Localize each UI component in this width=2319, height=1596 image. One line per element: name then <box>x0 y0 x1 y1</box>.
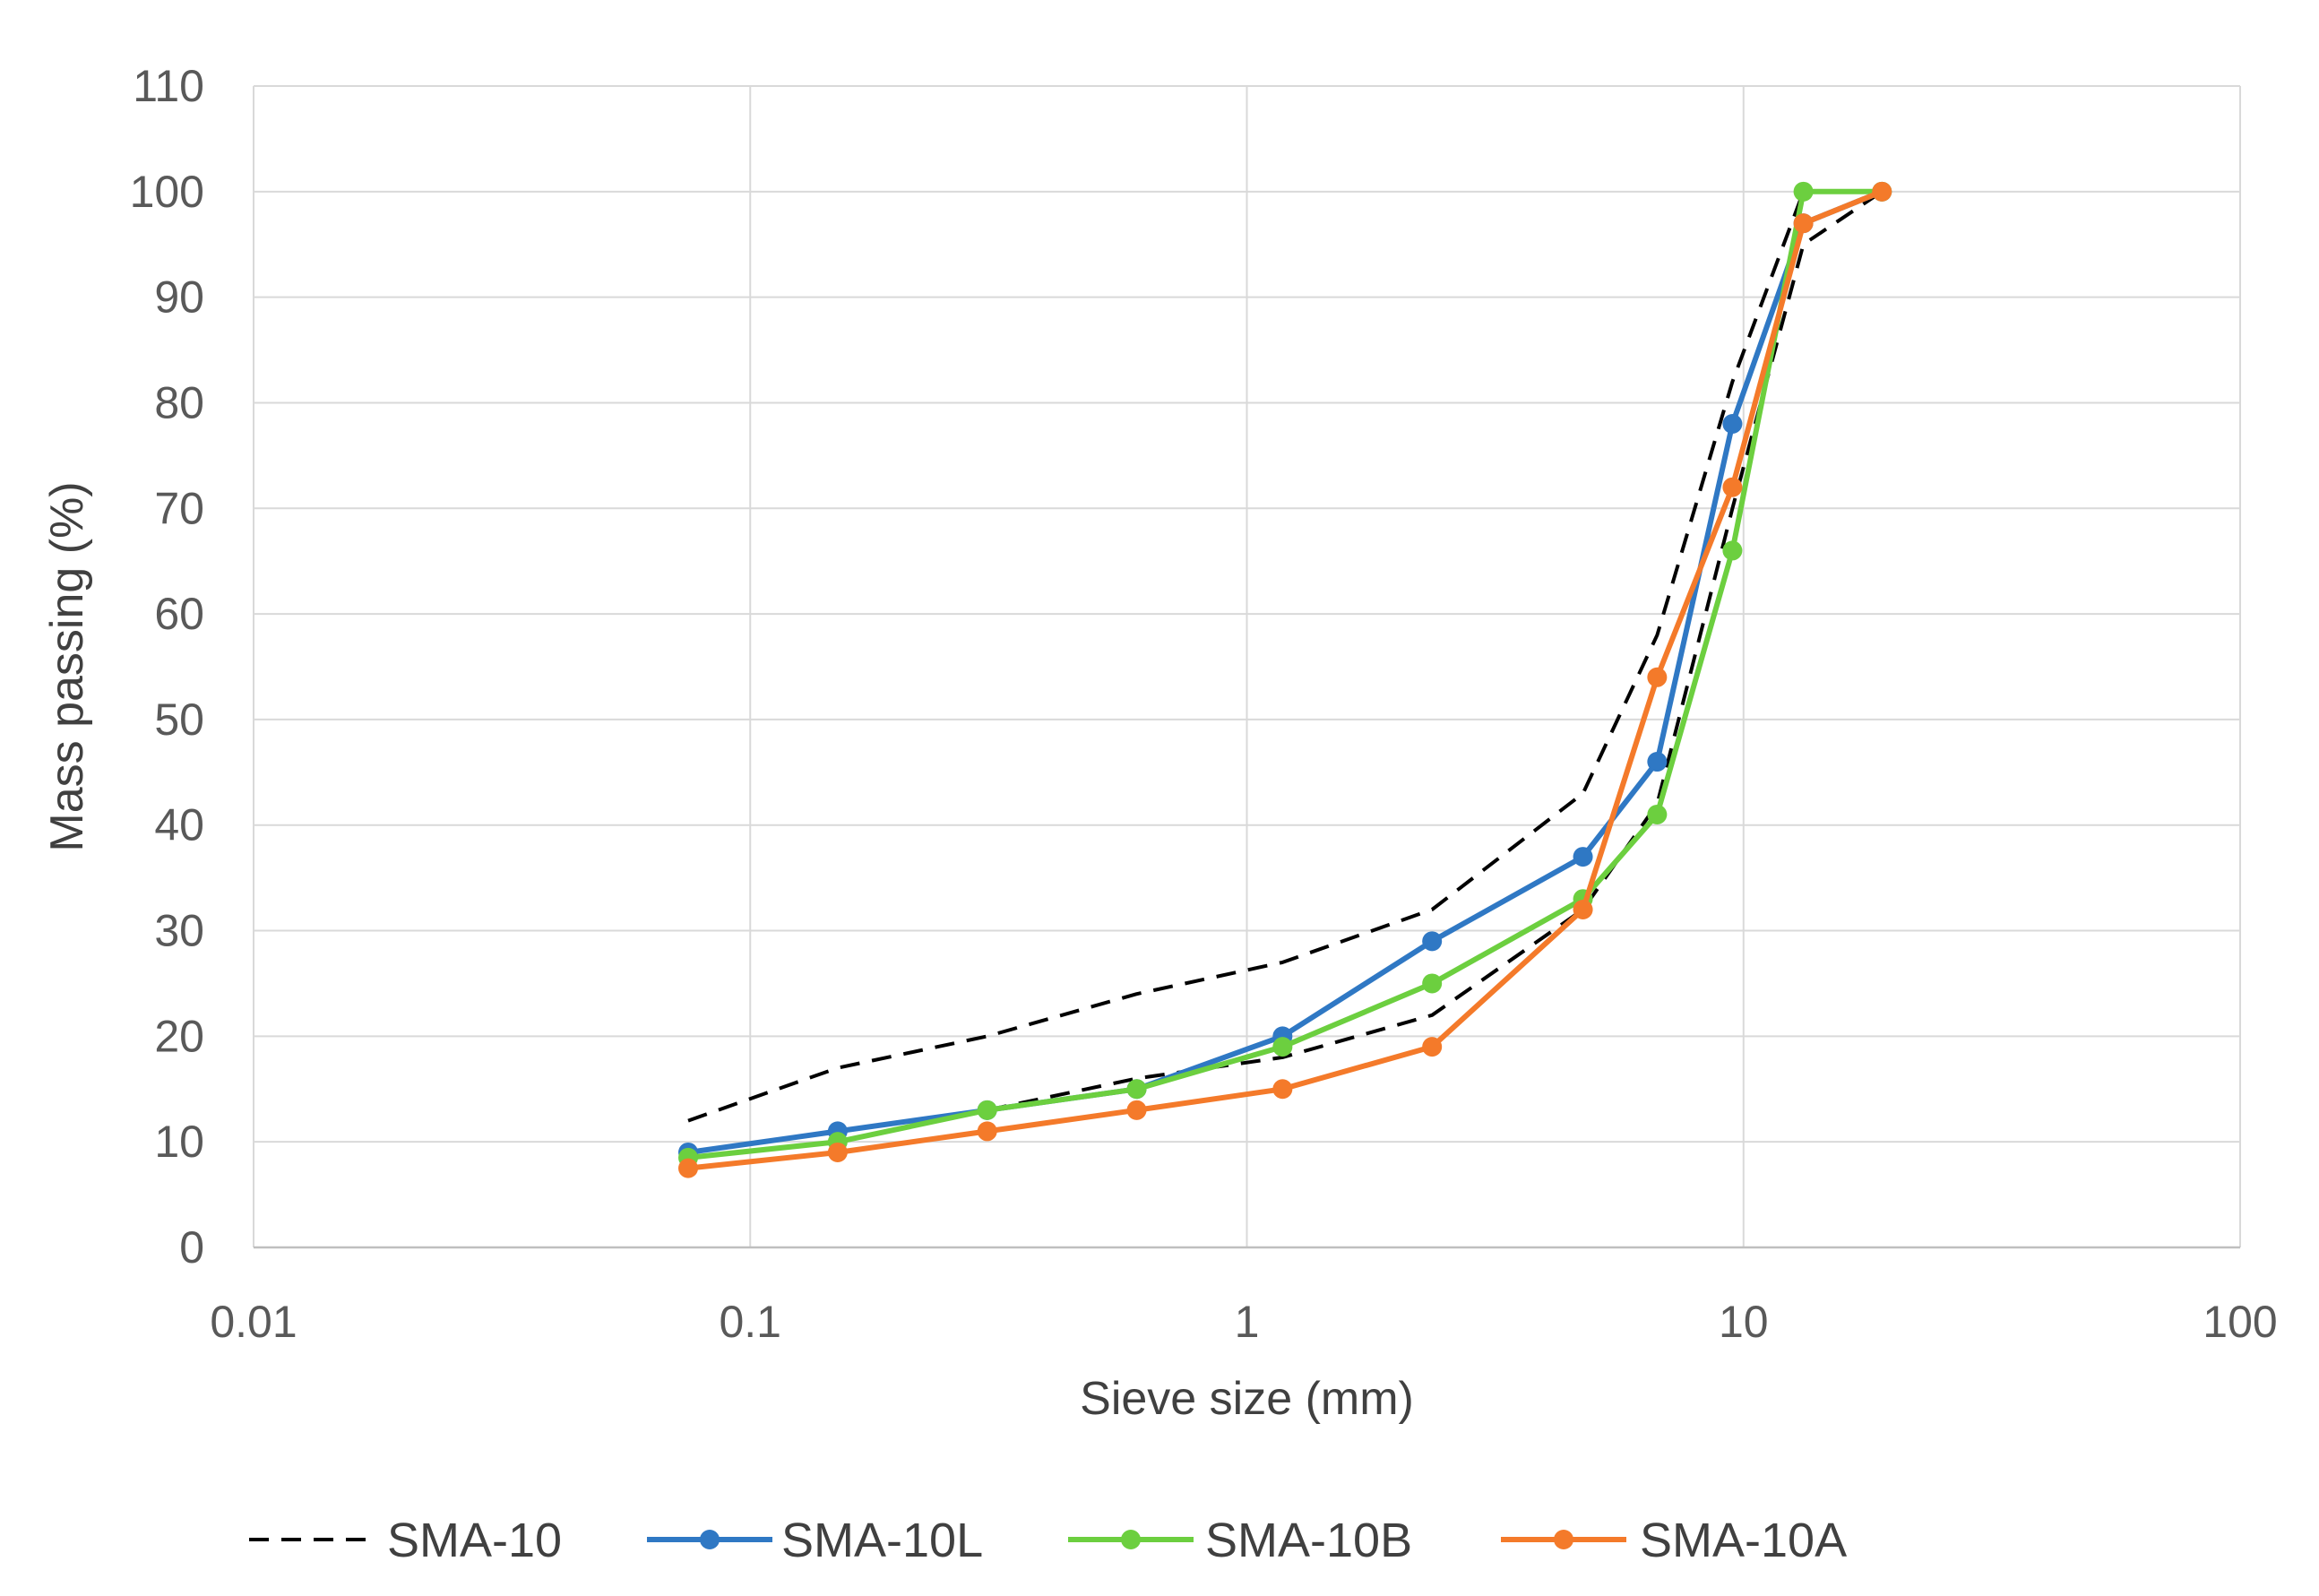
series-sma-10l <box>678 181 1892 1162</box>
data-point <box>827 1142 848 1162</box>
y-tick-label: 110 <box>133 61 204 111</box>
data-point <box>1422 1037 1443 1057</box>
data-point <box>1793 181 1814 202</box>
gridlines <box>253 85 2241 1248</box>
x-axis-title: Sieve size (mm) <box>1080 1373 1414 1425</box>
x-tick-labels: 0.01 0.1 1 10 100 <box>210 1297 2277 1347</box>
y-tick-label: 30 <box>154 906 204 956</box>
series-line <box>987 190 1884 1112</box>
series-sma-10a <box>678 181 1892 1178</box>
y-tick-label: 80 <box>154 377 204 427</box>
legend-item-sma-10: SMA-10 <box>249 1514 562 1567</box>
series-line <box>685 188 1885 1155</box>
data-point <box>1422 931 1443 952</box>
data-point <box>1422 973 1443 994</box>
data-point <box>1722 477 1743 497</box>
data-point <box>1647 752 1668 772</box>
data-point <box>1126 1079 1147 1100</box>
data-point <box>1872 181 1892 202</box>
data-point <box>1647 667 1668 687</box>
legend: SMA-10 SMA-10L SMA-10B SMA-10A <box>249 1514 1847 1567</box>
y-tick-label: 90 <box>154 272 204 323</box>
y-tick-label: 50 <box>154 694 204 745</box>
x-tick-label: 100 <box>2203 1297 2277 1347</box>
series-layer <box>678 181 1892 1178</box>
data-point <box>1126 1100 1147 1120</box>
data-point <box>1573 847 1593 867</box>
data-point <box>1722 540 1743 561</box>
data-point <box>1722 414 1743 435</box>
legend-label: SMA-10L <box>781 1514 983 1567</box>
y-tick-label: 40 <box>154 800 204 850</box>
legend-item-sma-10b: SMA-10B <box>1068 1514 1412 1567</box>
data-point <box>678 1158 699 1178</box>
legend-label: SMA-10B <box>1205 1514 1412 1567</box>
y-tick-label: 10 <box>154 1117 204 1167</box>
data-point <box>1573 899 1593 919</box>
y-tick-label: 20 <box>154 1011 204 1061</box>
y-tick-label: 100 <box>130 167 204 217</box>
data-point <box>1793 213 1814 234</box>
series-line <box>685 188 1885 1160</box>
x-tick-label: 0.01 <box>210 1297 297 1347</box>
x-tick-label: 0.1 <box>719 1297 781 1347</box>
legend-item-sma-10a: SMA-10A <box>1501 1514 1847 1567</box>
legend-label: SMA-10A <box>1640 1514 1847 1567</box>
series-sma-10b <box>678 181 1892 1168</box>
data-point <box>977 1121 997 1142</box>
y-tick-labels: 0 10 20 30 40 50 60 70 80 90 100 110 <box>130 61 204 1272</box>
x-tick-label: 10 <box>1719 1297 1769 1347</box>
data-point <box>1647 804 1668 824</box>
y-tick-label: 70 <box>154 483 204 533</box>
legend-marker <box>1554 1530 1573 1549</box>
legend-marker <box>1121 1530 1141 1549</box>
data-point <box>1272 1037 1293 1057</box>
data-point <box>1272 1079 1293 1100</box>
y-tick-label: 0 <box>179 1222 204 1272</box>
legend-item-sma-10l: SMA-10L <box>647 1514 983 1567</box>
series-line <box>687 189 1883 1123</box>
y-axis-title: Mass passing (%) <box>41 481 93 851</box>
y-tick-label: 60 <box>154 589 204 639</box>
legend-marker <box>700 1530 720 1549</box>
series-line <box>685 188 1885 1171</box>
data-point <box>977 1100 997 1120</box>
x-tick-label: 1 <box>1235 1297 1260 1347</box>
legend-label: SMA-10 <box>387 1514 562 1567</box>
